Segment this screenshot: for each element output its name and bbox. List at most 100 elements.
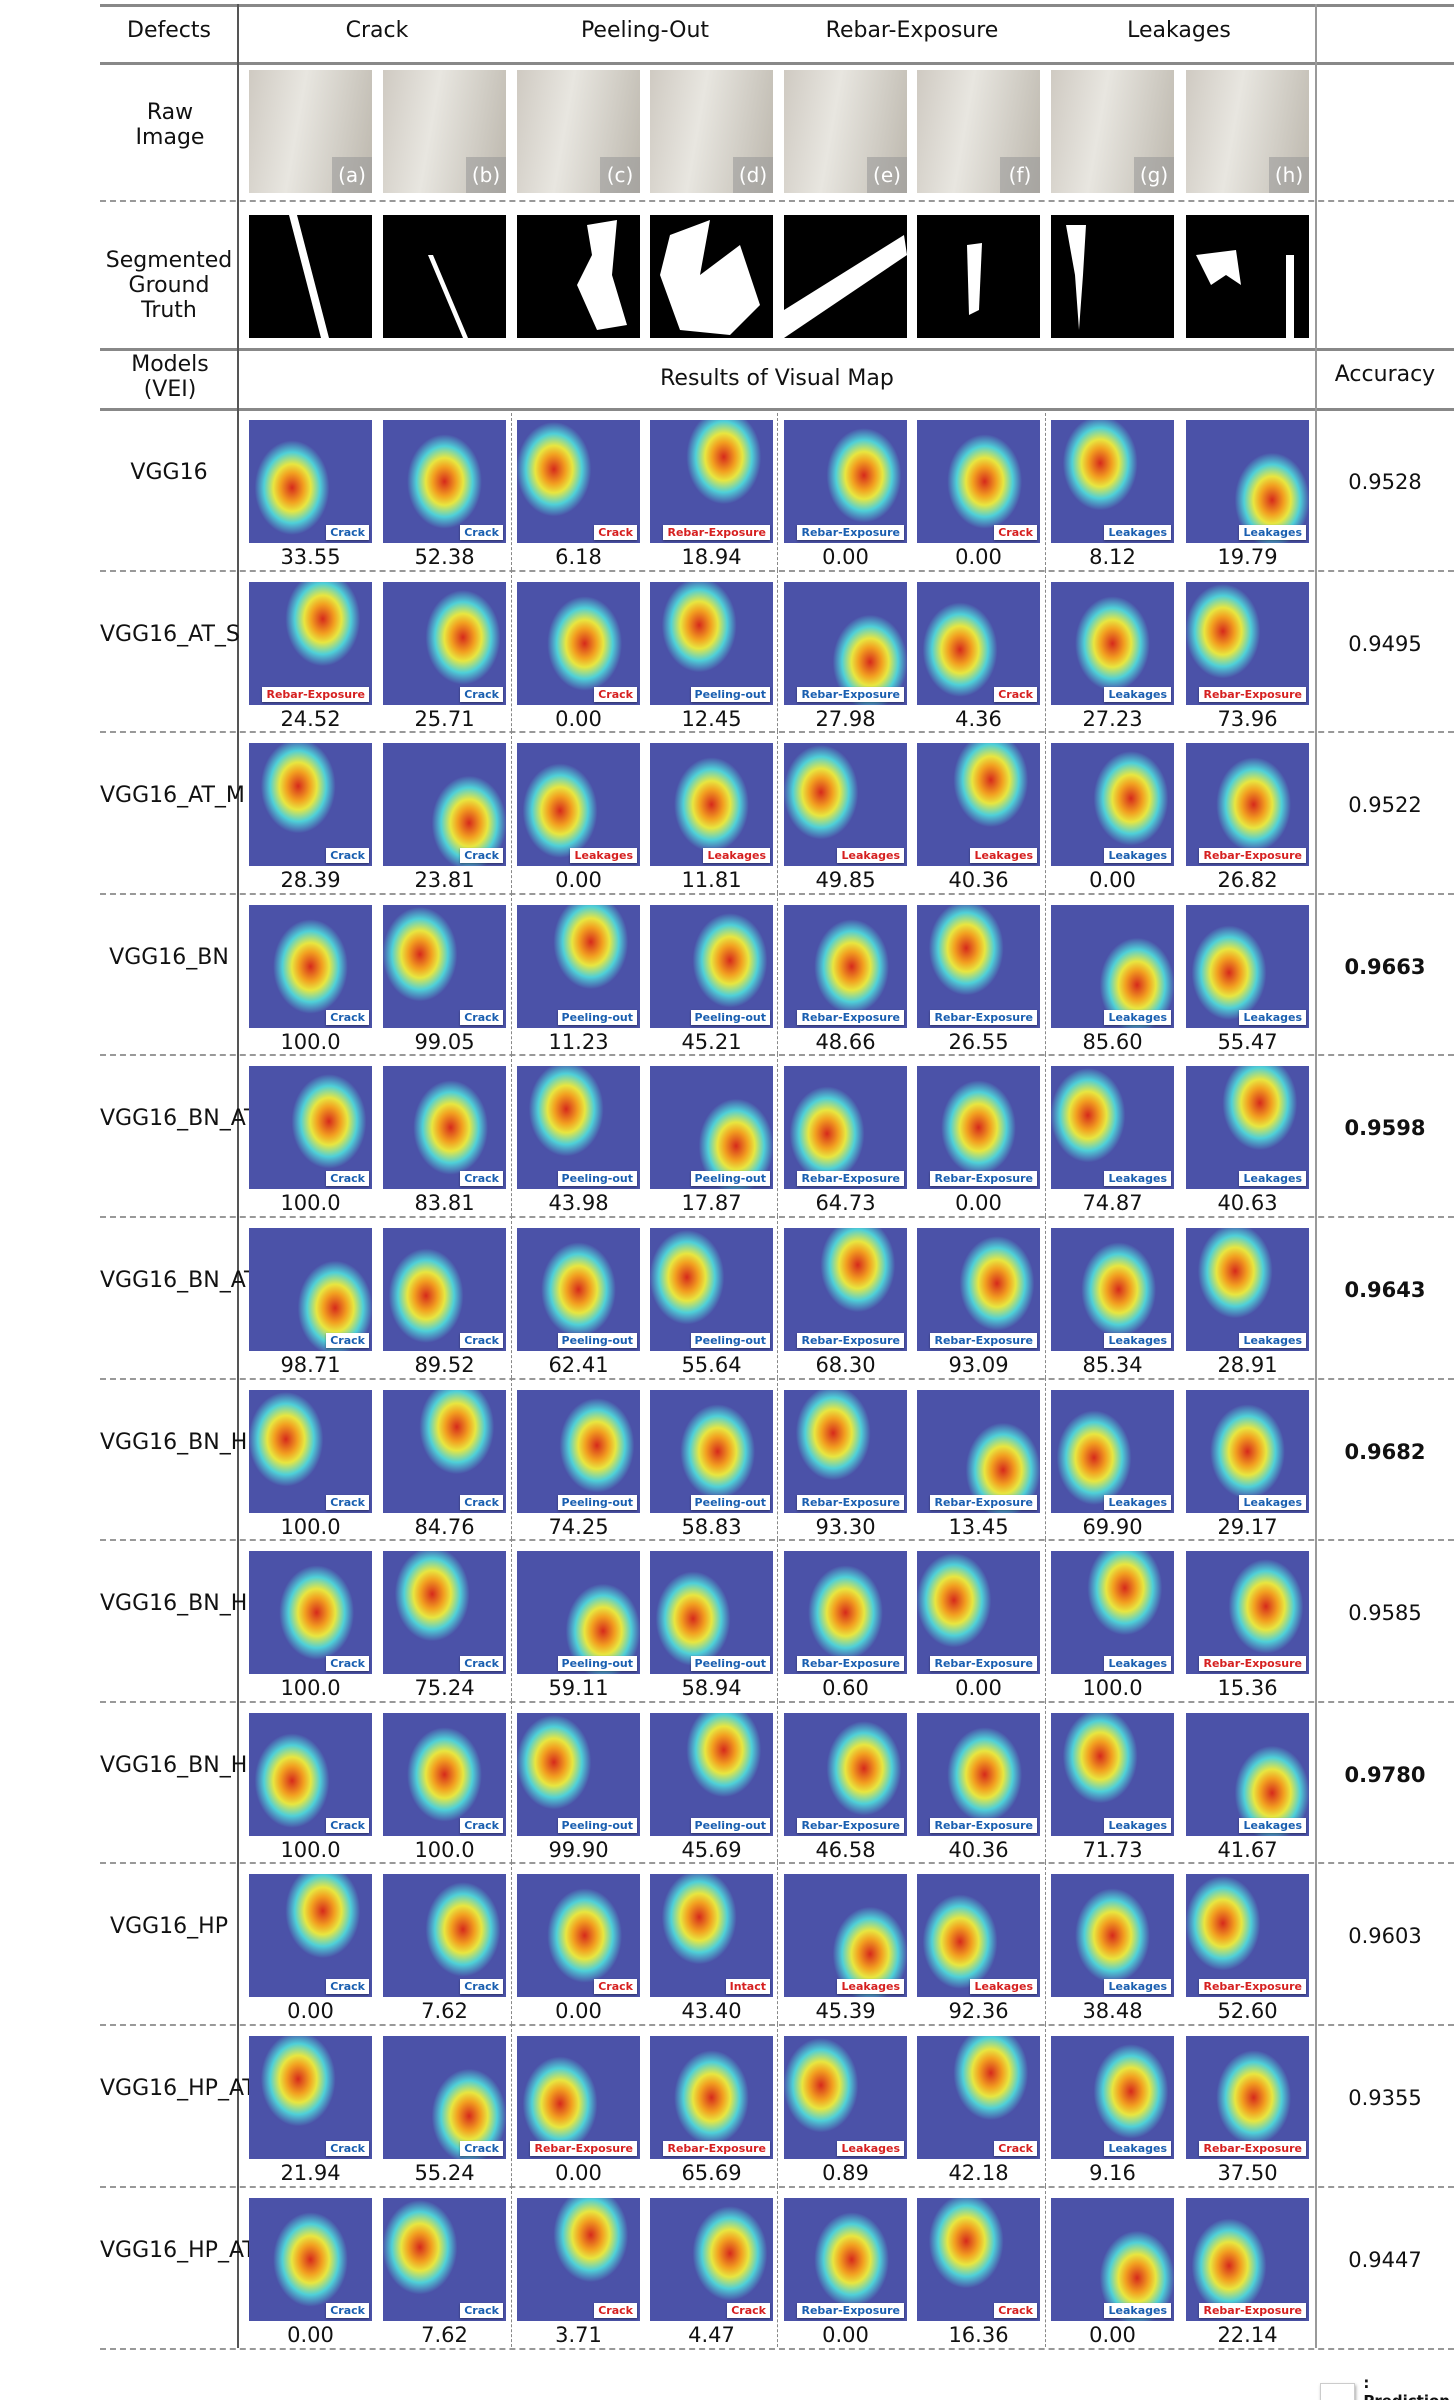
activation-overlay (383, 2036, 506, 2159)
score-value: 12.45 (681, 706, 742, 731)
raw-image: (h) (1186, 70, 1309, 193)
heatmap: Leakages (1051, 1066, 1174, 1190)
prediction-label: Crack (460, 686, 503, 702)
model-name: VGG16_BN_HP_AT_S (100, 1591, 324, 1617)
score-value: 48.66 (815, 1029, 876, 1054)
score-value: 4.36 (955, 706, 1002, 731)
activation-overlay (650, 2197, 773, 2321)
activation-overlay (1186, 420, 1309, 543)
score-value: 0.00 (555, 2161, 602, 2185)
group-header-crack: Crack (345, 18, 409, 43)
activation-overlay (784, 743, 907, 867)
score-value: 58.83 (681, 1514, 742, 1539)
heatmap: Peeling-out (650, 1712, 773, 1836)
heatmap: Leakages (1051, 2197, 1174, 2321)
heatmap: Leakages (1051, 1874, 1174, 1998)
heatmap: Crack (249, 1389, 372, 1513)
prediction-label: Crack (460, 1817, 503, 1833)
activation-overlay (1186, 1389, 1309, 1513)
heatmap: Leakages (1051, 1551, 1174, 1675)
group-divider (511, 1216, 512, 1378)
group-divider (1045, 1539, 1046, 1701)
prediction-label: Crack (326, 848, 369, 864)
heatmap: Crack (383, 743, 506, 867)
heatmap: Leakages (784, 1874, 907, 1998)
score-value: 69.90 (1082, 1514, 1143, 1539)
group-divider (1045, 1377, 1046, 1540)
prediction-label: Crack (326, 2302, 369, 2318)
score-value: 62.41 (548, 1353, 609, 1377)
activation-overlay (249, 1389, 372, 1513)
ground-truth-mask (383, 215, 506, 338)
prediction-label: Crack (594, 525, 637, 540)
accuracy-value: 0.9643 (1344, 1278, 1426, 1302)
heatmap: Rebar-Exposure (784, 1551, 907, 1675)
activation-overlay (917, 1712, 1040, 1836)
image-tag: (h) (1269, 157, 1309, 193)
prediction-label: Leakages (1239, 1817, 1306, 1833)
prediction-label: Crack (594, 1979, 637, 1995)
score-value: 7.62 (421, 2322, 468, 2347)
score-value: 26.55 (948, 1029, 1009, 1054)
group-divider (777, 1377, 778, 1540)
score-value: 0.00 (822, 2322, 869, 2347)
prediction-label: Leakages (1239, 1009, 1306, 1025)
group-divider (777, 731, 778, 893)
activation-overlay (917, 1066, 1040, 1190)
heatmap: Rebar-Exposure (1186, 581, 1309, 705)
score-value: 58.94 (681, 1676, 742, 1701)
prediction-label: Peeling-out (557, 1656, 637, 1672)
heatmap: Rebar-Exposure (650, 2036, 773, 2159)
group-divider (1045, 1216, 1046, 1378)
activation-overlay (383, 1389, 506, 1513)
activation-overlay (650, 1228, 773, 1351)
heatmap: Leakages (1051, 2036, 1174, 2159)
heatmap: Crack (517, 1874, 640, 1998)
prediction-label: Crack (326, 1979, 369, 1995)
activation-overlay (517, 1712, 640, 1836)
prediction-label: Peeling-out (690, 1009, 770, 1025)
activation-overlay (650, 743, 773, 867)
prediction-legend-label: : Prediction (1363, 2374, 1450, 2400)
heatmap: Crack (917, 2036, 1040, 2159)
heatmap: Rebar-Exposure (1186, 1874, 1309, 1998)
score-value: 22.14 (1217, 2322, 1278, 2347)
heatmap: Leakages (917, 743, 1040, 867)
models-label: Models (VEI) (131, 352, 209, 402)
heatmap: Rebar-Exposure (784, 1389, 907, 1513)
ground-truth-mask (517, 215, 640, 338)
group-divider (511, 1862, 512, 2024)
heatmap: Leakages (1186, 1066, 1309, 1190)
score-value: 33.55 (280, 545, 341, 569)
accuracy-value: 0.9682 (1344, 1439, 1426, 1464)
ground-truth-mask (249, 215, 372, 338)
heatmap: Rebar-Exposure (917, 1712, 1040, 1836)
score-value: 13.45 (948, 1514, 1009, 1539)
group-divider (1045, 2024, 1046, 2186)
heatmap: Rebar-Exposure (784, 1712, 907, 1836)
prediction-label: Rebar-Exposure (797, 2302, 904, 2318)
score-value: 93.09 (948, 1353, 1009, 1377)
defects-header: Defects (127, 18, 211, 43)
score-value: 41.67 (1217, 1837, 1278, 1862)
heatmap: Leakages (1051, 1712, 1174, 1836)
group-divider (511, 731, 512, 893)
heatmap: Leakages (1051, 581, 1174, 705)
prediction-label: Crack (594, 2302, 637, 2318)
accuracy-value: 0.9522 (1348, 793, 1422, 818)
prediction-label: Rebar-Exposure (930, 1333, 1037, 1348)
score-value: 74.25 (548, 1514, 609, 1539)
activation-overlay (1051, 1551, 1174, 1675)
activation-overlay (1186, 1874, 1309, 1998)
group-divider (777, 1216, 778, 1378)
prediction-label: Peeling-out (690, 1656, 770, 1672)
image-tag: (f) (1000, 157, 1040, 193)
activation-overlay (1186, 581, 1309, 705)
heatmap: Leakages (784, 2036, 907, 2159)
prediction-label: Rebar-Exposure (797, 1494, 904, 1510)
score-value: 7.62 (421, 1999, 468, 2024)
prediction-label: Rebar-Exposure (663, 525, 770, 540)
score-value: 0.00 (1089, 868, 1136, 893)
image-tag: (b) (466, 157, 506, 193)
prediction-label: Leakages (1104, 525, 1171, 540)
